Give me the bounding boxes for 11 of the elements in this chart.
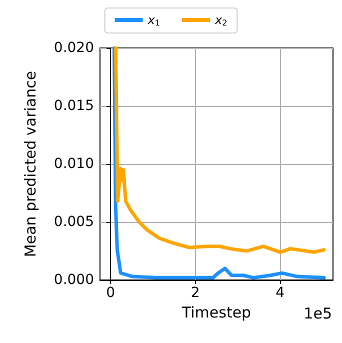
x-tick-label: 4 (276, 285, 285, 301)
y-tick-label: 0.000 (54, 272, 94, 288)
x-tick-label: 2 (190, 285, 200, 301)
y-axis-title: Mean predicted variance (22, 70, 40, 258)
y-tick-label: 0.015 (54, 98, 94, 114)
x-tick-label: 0 (106, 285, 116, 301)
y-tick-label: 0.020 (54, 40, 94, 56)
y-tick-label: 0.005 (54, 214, 94, 230)
text: 1e5 (304, 304, 332, 322)
x-axis-title: Timestep (180, 303, 252, 322)
y-tick-label: 0.010 (54, 156, 94, 172)
